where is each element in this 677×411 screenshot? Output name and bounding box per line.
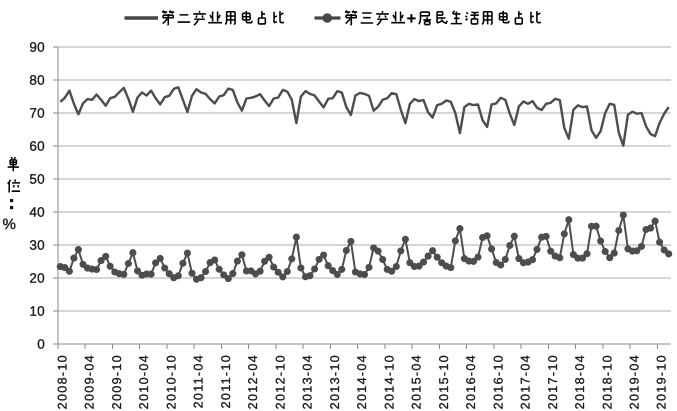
svg-text:80: 80	[29, 73, 45, 88]
svg-text:2015-04: 2015-04	[410, 354, 424, 409]
svg-text:2014-10: 2014-10	[382, 354, 396, 409]
svg-text:2015-10: 2015-10	[437, 354, 451, 409]
svg-text:2014-04: 2014-04	[355, 354, 369, 409]
svg-text:0: 0	[37, 337, 45, 352]
svg-text:90: 90	[29, 40, 45, 55]
svg-text:10: 10	[29, 304, 45, 319]
svg-text:60: 60	[29, 139, 45, 154]
svg-text:2011-04: 2011-04	[192, 354, 206, 408]
svg-text:2017-10: 2017-10	[546, 354, 560, 409]
svg-text:50: 50	[29, 172, 45, 187]
svg-text:2019-04: 2019-04	[628, 354, 642, 409]
svg-text:20: 20	[29, 271, 45, 286]
svg-text:2012-04: 2012-04	[246, 354, 260, 409]
svg-text:+: +	[407, 11, 416, 28]
svg-text:2016-04: 2016-04	[464, 354, 478, 409]
svg-text:2010-04: 2010-04	[137, 354, 151, 409]
svg-text:2019-10: 2019-10	[655, 354, 669, 409]
svg-text:%: %	[2, 216, 15, 233]
svg-text:2011-10: 2011-10	[219, 354, 233, 408]
svg-text:2018-04: 2018-04	[573, 354, 587, 409]
svg-text:2013-04: 2013-04	[301, 354, 315, 409]
svg-text:2013-10: 2013-10	[328, 354, 342, 409]
svg-text:2009-04: 2009-04	[83, 354, 97, 409]
svg-text:2012-10: 2012-10	[273, 354, 287, 409]
svg-text:2008-10: 2008-10	[55, 354, 69, 409]
svg-text:40: 40	[29, 205, 45, 220]
svg-text:2016-10: 2016-10	[491, 354, 505, 409]
svg-text:70: 70	[29, 106, 45, 121]
svg-text:2018-10: 2018-10	[600, 354, 614, 409]
svg-text:2010-10: 2010-10	[164, 354, 178, 409]
svg-text:30: 30	[29, 238, 45, 253]
svg-text:2017-04: 2017-04	[519, 354, 533, 409]
svg-text:2009-10: 2009-10	[110, 354, 124, 409]
